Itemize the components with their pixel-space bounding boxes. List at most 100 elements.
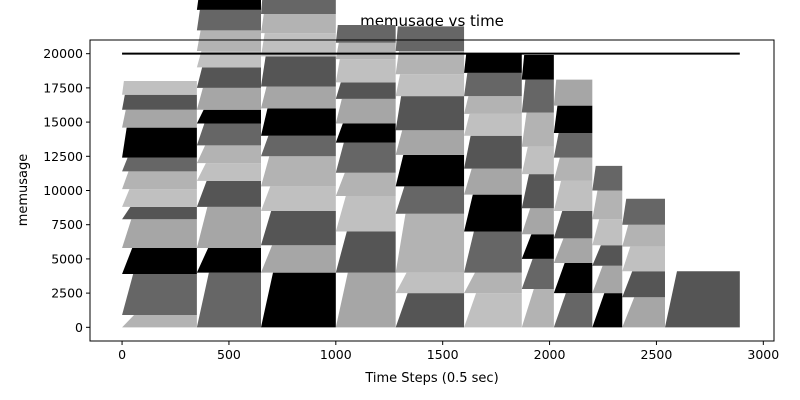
area-seg4-layer5: [395, 130, 465, 155]
x-tick-label: 2000: [534, 347, 566, 362]
area-seg0-layer7: [122, 157, 197, 172]
area-seg7-layer0: [553, 293, 593, 328]
area-seg4-layer6: [395, 96, 465, 131]
area-seg5-layer3: [464, 194, 522, 232]
area-seg0-layer2: [122, 247, 197, 274]
area-seg1-layer3: [196, 180, 261, 207]
area-seg6-layer5: [521, 146, 554, 175]
area-seg6-layer0: [521, 289, 554, 328]
area-seg3-layer8: [335, 59, 396, 83]
y-tick-label: 20000: [43, 46, 83, 61]
area-seg3-layer9: [335, 42, 396, 60]
area-seg4-layer2: [395, 213, 465, 273]
area-seg3-layer3: [335, 172, 396, 196]
area-seg7-layer5: [553, 157, 593, 181]
area-seg4-layer1: [395, 272, 465, 294]
area-seg4-layer8: [395, 50, 465, 75]
chart-title: memusage vs time: [360, 12, 504, 30]
area-seg2-layer11: [261, 0, 336, 15]
x-tick-label: 2500: [641, 347, 673, 362]
y-tick-label: 17500: [43, 80, 83, 95]
area-seg3-layer6: [335, 98, 396, 124]
area-seg9-layer2: [622, 246, 665, 272]
area-seg9-layer0: [622, 297, 665, 328]
area-seg7-layer6: [553, 133, 593, 158]
area-seg1-layer11: [196, 30, 261, 51]
y-tick-label: 12500: [43, 149, 83, 164]
area-seg0-layer9: [122, 109, 197, 128]
area-seg6-layer3: [521, 208, 554, 235]
area-seg0-layer5: [122, 189, 197, 207]
area-seg0-layer1: [122, 273, 197, 316]
area-seg1-layer10: [196, 50, 261, 68]
area-seg1-layer8: [196, 87, 261, 110]
area-seg2-layer6: [261, 108, 336, 136]
area-seg0-layer0: [122, 315, 197, 328]
area-seg9-layer3: [622, 224, 665, 247]
area-seg7-layer3: [553, 211, 593, 239]
area-seg5-layer1: [464, 272, 522, 294]
y-axis-label: memusage: [16, 154, 31, 227]
area-seg9-layer1: [622, 271, 665, 298]
area-seg1-layer6: [196, 123, 261, 146]
area-seg6-layer6: [521, 112, 554, 147]
x-tick-label: 1500: [427, 347, 459, 362]
area-seg0-layer3: [122, 219, 197, 248]
area-seg5-layer5: [464, 135, 522, 169]
area-seg1-layer2: [196, 206, 261, 248]
area-seg2-layer4: [261, 156, 336, 187]
area-seg0-layer6: [122, 171, 197, 190]
area-seg2-layer10: [261, 14, 336, 34]
area-seg6-layer2: [521, 234, 554, 259]
x-axis-label: Time Steps (0.5 sec): [364, 371, 498, 386]
area-seg9-layer4: [622, 198, 665, 225]
area-seg6-layer8: [521, 55, 554, 80]
area-seg7-layer4: [553, 180, 593, 212]
y-tick-label: 5000: [51, 251, 83, 266]
y-tick-label: 0: [75, 320, 83, 335]
area-seg1-layer12: [196, 9, 261, 31]
area-seg5-layer8: [464, 72, 522, 97]
area-seg1-layer5: [196, 145, 261, 164]
x-tick-label: 0: [118, 347, 126, 362]
area-seg8-layer1: [592, 265, 623, 294]
area-seg1-layer0: [196, 272, 261, 328]
stacked-areas: [122, 0, 740, 328]
x-tick-label: 500: [217, 347, 241, 362]
area-seg3-layer4: [335, 142, 396, 173]
area-seg4-layer7: [395, 74, 465, 97]
area-seg8-layer0: [592, 293, 623, 328]
area-seg0-layer4: [122, 206, 197, 220]
y-axis-ticks: 0 2500 5000 7500 10000 12500 15000 17500 20000: [43, 46, 90, 335]
area-seg5-layer7: [464, 96, 522, 114]
area-seg5-layer4: [464, 168, 522, 195]
y-tick-label: 10000: [43, 183, 83, 198]
area-seg7-layer7: [553, 105, 593, 134]
area-seg5-layer2: [464, 231, 522, 273]
y-tick-label: 2500: [51, 286, 83, 301]
area-seg8-layer5: [592, 165, 623, 191]
area-seg1-layer13: [196, 0, 261, 10]
area-seg4-layer4: [395, 154, 465, 187]
x-tick-label: 1000: [320, 347, 352, 362]
x-axis-ticks: 0 500 1000 1500 2000 2500 3000: [118, 341, 779, 362]
area-seg3-layer2: [335, 195, 396, 232]
area-seg6-layer1: [521, 258, 554, 290]
area-seg5-layer0: [464, 293, 522, 328]
x-tick-label: 3000: [747, 347, 779, 362]
y-tick-label: 15000: [43, 115, 83, 130]
area-seg6-layer4: [521, 174, 554, 209]
area-seg3-layer0: [335, 272, 396, 328]
area-seg1-layer7: [196, 109, 261, 124]
area-seg0-layer8: [122, 127, 197, 158]
area-seg5-layer6: [464, 113, 522, 136]
area-seg8-layer4: [592, 190, 623, 220]
area-seg4-layer3: [395, 186, 465, 214]
area-seg2-layer9: [261, 33, 336, 57]
area-seg0-layer10: [122, 94, 197, 110]
area-seg2-layer1: [261, 245, 336, 273]
area-seg10-layer0: [664, 271, 740, 328]
area-seg4-layer9: [395, 26, 465, 51]
area-seg3-layer7: [335, 82, 396, 99]
